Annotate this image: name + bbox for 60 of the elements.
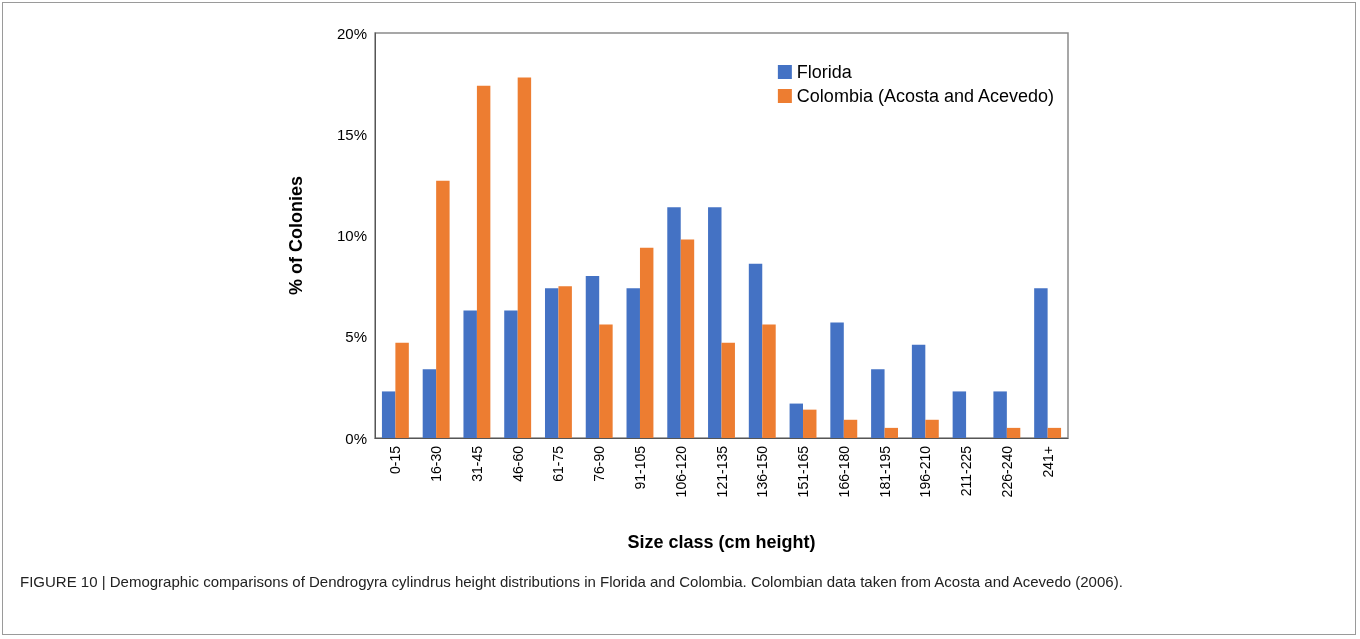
bar bbox=[911, 344, 926, 438]
bar bbox=[626, 288, 640, 438]
bar bbox=[1047, 427, 1062, 438]
bar bbox=[762, 324, 776, 438]
x-tick-label: 166-180 bbox=[835, 445, 852, 498]
bar bbox=[952, 391, 967, 438]
caption: FIGURE 10 | Demographic comparisons of Dendrogyra cylindrus height distributions in Florida and Colombia. Colombian data taken from Acosta and Acevedo (2006). bbox=[20, 572, 1124, 592]
bar bbox=[395, 342, 409, 438]
bar bbox=[789, 403, 804, 438]
bar bbox=[517, 77, 532, 438]
bar bbox=[884, 427, 899, 438]
y-tick-label: 5% bbox=[345, 328, 367, 346]
bar bbox=[436, 180, 450, 438]
x-tick-label: 106-120 bbox=[672, 445, 689, 498]
x-tick-label: 31-45 bbox=[468, 445, 485, 482]
bar bbox=[721, 342, 735, 438]
bar bbox=[599, 324, 613, 438]
x-tick-label: 211-225 bbox=[958, 445, 975, 497]
x-tick-label: 226-240 bbox=[998, 445, 1015, 498]
bar bbox=[1006, 427, 1021, 438]
bar bbox=[925, 419, 939, 438]
bar bbox=[639, 247, 654, 438]
bar bbox=[381, 391, 396, 438]
x-tick-label: 76-90 bbox=[591, 445, 608, 482]
y-tick-label: 15% bbox=[336, 125, 367, 143]
y-tick-label: 0% bbox=[345, 429, 367, 447]
x-tick-label: 241+ bbox=[1039, 446, 1056, 478]
bar bbox=[544, 288, 559, 438]
legend-label: Florida bbox=[796, 62, 853, 82]
x-tick-label: 136-150 bbox=[754, 445, 771, 498]
bar bbox=[667, 207, 681, 438]
bar bbox=[585, 276, 600, 438]
bar bbox=[680, 239, 695, 438]
y-tick-label: 20% bbox=[336, 24, 367, 42]
bar bbox=[830, 322, 844, 438]
bar bbox=[748, 263, 763, 438]
x-tick-label: 151-165 bbox=[795, 445, 812, 498]
x-tick-label: 181-195 bbox=[876, 445, 893, 498]
x-tick-label: 196-210 bbox=[917, 445, 934, 498]
bar bbox=[422, 369, 437, 438]
bar bbox=[504, 310, 518, 438]
x-tick-label: 121-135 bbox=[713, 445, 730, 498]
bar bbox=[993, 391, 1007, 438]
x-tick-label: 91-105 bbox=[631, 445, 648, 490]
x-axis-title: Size class (cm height) bbox=[627, 532, 816, 552]
y-tick-label: 10% bbox=[336, 227, 367, 244]
y-axis-title: % of Colonies bbox=[286, 175, 306, 296]
bar bbox=[558, 286, 572, 438]
bar bbox=[803, 409, 817, 438]
x-tick-label: 0-15 bbox=[387, 445, 404, 475]
x-tick-label: 46-60 bbox=[509, 445, 526, 482]
bar bbox=[843, 419, 858, 438]
x-tick-label: 61-75 bbox=[550, 445, 567, 482]
x-tick-label: 16-30 bbox=[428, 445, 445, 482]
bar bbox=[463, 310, 477, 438]
bar bbox=[871, 369, 885, 438]
legend-label: Colombia (Acosta and Acevedo) bbox=[796, 86, 1055, 106]
bar bbox=[708, 207, 722, 438]
bar bbox=[1034, 288, 1048, 438]
bar bbox=[476, 85, 491, 438]
